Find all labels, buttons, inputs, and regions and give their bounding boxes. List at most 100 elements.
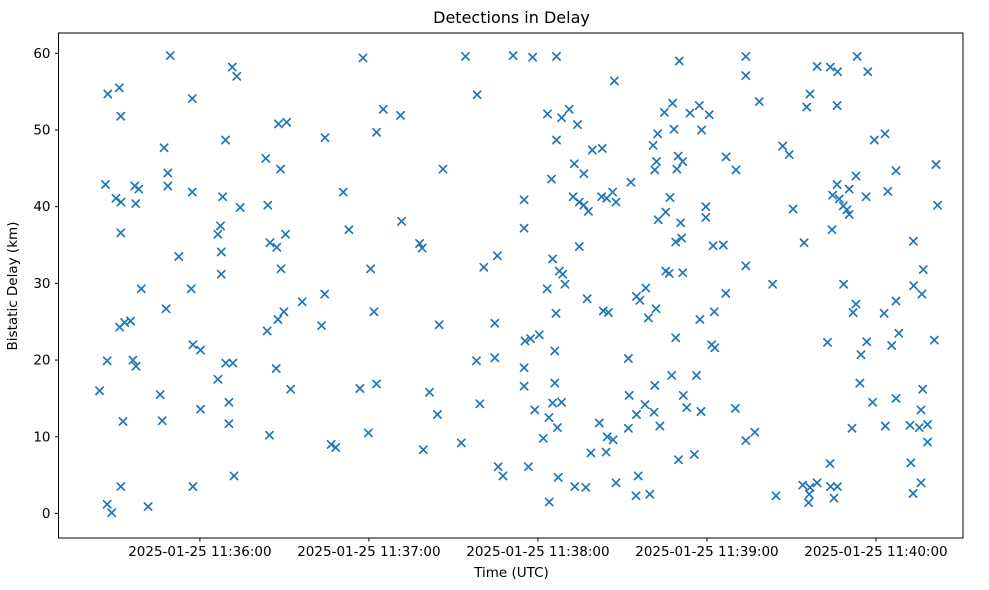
scatter-point <box>114 83 124 93</box>
scatter-point <box>741 261 751 271</box>
scatter-point <box>574 197 584 207</box>
scatter-point <box>632 410 641 419</box>
scatter-point <box>741 71 751 81</box>
scatter-point <box>931 160 941 169</box>
scatter-point <box>839 279 849 289</box>
scatter-point <box>397 216 407 226</box>
scatter-point <box>869 135 879 145</box>
scatter-point <box>131 199 141 209</box>
scatter-point <box>461 51 470 61</box>
scatter-point <box>558 269 568 279</box>
scatter-point <box>523 462 533 472</box>
scatter-point <box>581 482 591 492</box>
scatter-point <box>136 284 146 294</box>
scatter-point <box>718 240 728 250</box>
scatter-point <box>161 304 171 314</box>
scatter-point <box>608 187 618 197</box>
scatter-point <box>652 157 661 166</box>
scatter-point <box>788 204 798 214</box>
scatter-point <box>534 330 544 340</box>
scatter-point <box>479 262 489 272</box>
scatter-point <box>326 439 336 449</box>
scatter-point <box>833 67 843 77</box>
scatter-point <box>834 194 844 204</box>
scatter-point <box>338 187 348 197</box>
scatter-point <box>159 143 169 153</box>
scatter-point <box>550 346 560 356</box>
y-tick-label: 40 <box>33 199 50 215</box>
scatter-point <box>273 314 283 324</box>
scatter-point <box>355 384 365 393</box>
scatter-point <box>754 97 764 107</box>
scatter-point <box>118 416 128 426</box>
x-tick-label: 2025-01-25 11:39:00 <box>635 544 778 560</box>
scatter-point <box>750 427 760 437</box>
scatter-point <box>799 238 809 248</box>
scatter-point <box>519 195 529 205</box>
scatter-point <box>704 110 714 120</box>
scatter-point <box>784 150 794 160</box>
scatter-point <box>213 229 223 239</box>
y-tick-label: 10 <box>33 429 50 445</box>
scatter-point <box>933 200 943 210</box>
x-axis-label: Time (UTC) <box>474 565 549 581</box>
scatter-point <box>216 221 225 231</box>
scatter-point <box>320 133 330 143</box>
y-tick-label: 50 <box>33 123 50 139</box>
y-axis-label: Bistatic Delay (km) <box>5 221 21 351</box>
scatter-point <box>547 174 556 184</box>
scatter-point <box>667 370 677 380</box>
scatter-point <box>635 295 645 305</box>
scatter-point <box>396 110 405 120</box>
scatter-point <box>126 316 136 326</box>
scatter-point <box>552 423 562 433</box>
scatter-point <box>579 169 589 179</box>
scatter-point <box>685 108 695 118</box>
scatter-point <box>701 202 711 212</box>
scatter-point <box>918 384 928 394</box>
scatter-point <box>692 370 701 380</box>
scatter-point <box>640 400 650 410</box>
scatter-point <box>918 265 928 275</box>
scatter-point <box>366 264 376 274</box>
y-tick-label: 60 <box>33 46 50 62</box>
scatter-point <box>721 152 731 162</box>
scatter-point <box>844 184 854 194</box>
scatter-point <box>908 236 918 246</box>
scatter-point <box>768 279 778 289</box>
scatter-point <box>174 252 184 261</box>
scatter-point <box>891 166 901 176</box>
scatter-point <box>265 430 274 440</box>
scatter-point <box>320 289 330 299</box>
scatter-point <box>677 233 687 243</box>
scatter-point <box>597 192 607 202</box>
scatter-point <box>274 119 283 129</box>
scatter-point <box>905 420 915 430</box>
scatter-point <box>678 268 688 278</box>
scatter-point <box>825 62 835 72</box>
scatter-point <box>659 107 669 117</box>
scatter-point <box>344 225 354 235</box>
scatter-point <box>519 223 529 233</box>
scatter-point <box>852 51 862 61</box>
scatter-point <box>163 168 173 178</box>
scatter-point <box>908 489 918 498</box>
scatter-point <box>661 207 671 217</box>
scatter-point <box>369 307 379 317</box>
scatter-point <box>163 181 173 191</box>
scatter-point <box>415 239 425 248</box>
scatter-point <box>741 436 751 446</box>
scatter-point <box>812 478 822 488</box>
scatter-point <box>645 489 655 499</box>
scatter-point <box>916 405 926 415</box>
scatter-point <box>678 157 688 166</box>
scatter-point <box>701 212 711 222</box>
scatter-point <box>358 53 368 63</box>
scatter-point <box>601 447 611 457</box>
scatter-point <box>674 455 683 465</box>
scatter-point <box>564 104 574 114</box>
scatter-point <box>696 407 706 416</box>
scatter-point <box>128 355 138 365</box>
scatter-point <box>265 238 275 248</box>
scatter-point <box>710 343 720 353</box>
